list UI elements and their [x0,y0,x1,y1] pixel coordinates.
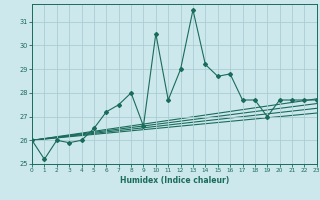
X-axis label: Humidex (Indice chaleur): Humidex (Indice chaleur) [120,176,229,185]
